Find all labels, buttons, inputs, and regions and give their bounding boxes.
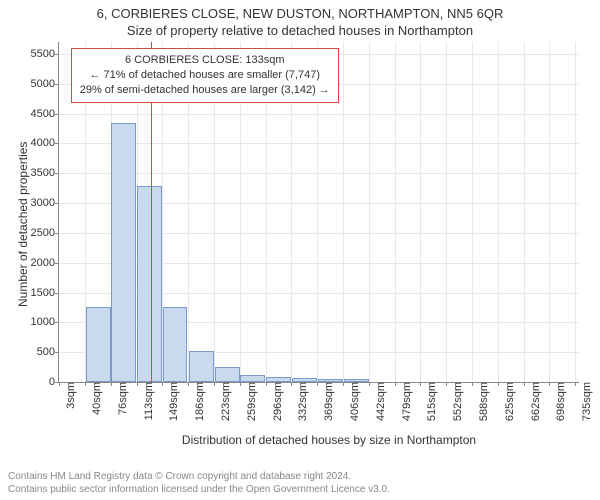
xtick-mark [575,382,576,386]
annotation-line-1: 6 CORBIERES CLOSE: 133sqm [80,53,330,68]
xtick-mark [369,382,370,386]
histogram-bar [189,351,214,382]
footer-attribution: Contains HM Land Registry data © Crown c… [8,470,390,496]
xtick-label: 113sqm [141,382,155,420]
x-axis-label: Distribution of detached houses by size … [58,433,600,447]
gridline-v [575,42,576,382]
gridline-v [369,42,370,382]
annotation-box: 6 CORBIERES CLOSE: 133sqm ← 71% of detac… [71,48,339,103]
xtick-mark [240,382,241,386]
ytick-label: 1000 [31,316,59,328]
xtick-mark [162,382,163,386]
xtick-mark [137,382,138,386]
xtick-mark [59,382,60,386]
histogram-bar [344,379,369,382]
histogram-bar [137,186,162,382]
xtick-mark [524,382,525,386]
xtick-mark [111,382,112,386]
chart-area: Number of detached properties 0500100015… [58,42,600,447]
xtick-label: 442sqm [373,382,387,421]
xtick-mark [188,382,189,386]
xtick-label: 479sqm [399,382,413,421]
xtick-label: 552sqm [450,382,464,421]
histogram-bar [215,367,240,382]
xtick-label: 149sqm [166,382,180,421]
xtick-mark [266,382,267,386]
footer-line-2: Contains public sector information licen… [8,483,390,496]
xtick-mark [291,382,292,386]
xtick-label: 223sqm [218,382,232,421]
ytick-label: 5500 [31,48,59,60]
ytick-label: 500 [37,346,59,358]
histogram-bar [163,307,188,382]
histogram-bar [266,377,291,382]
ytick-label: 4500 [31,108,59,120]
xtick-mark [343,382,344,386]
xtick-label: 3sqm [63,382,77,409]
gridline-v [498,42,499,382]
xtick-label: 40sqm [89,382,103,415]
gridline-v [395,42,396,382]
xtick-mark [85,382,86,386]
xtick-label: 332sqm [295,382,309,421]
gridline-v [420,42,421,382]
ytick-label: 4000 [31,137,59,149]
gridline-v [472,42,473,382]
gridline-v [446,42,447,382]
xtick-mark [395,382,396,386]
xtick-label: 735sqm [579,382,593,421]
xtick-label: 515sqm [424,382,438,421]
annotation-line-3: 29% of semi-detached houses are larger (… [80,83,330,98]
xtick-label: 588sqm [476,382,490,421]
ytick-label: 2000 [31,257,59,269]
ytick-label: 3000 [31,197,59,209]
xtick-label: 259sqm [244,382,258,421]
xtick-label: 186sqm [192,382,206,421]
xtick-mark [420,382,421,386]
xtick-mark [498,382,499,386]
ytick-label: 5000 [31,78,59,90]
xtick-label: 625sqm [502,382,516,421]
chart-title-2: Size of property relative to detached ho… [0,23,600,38]
xtick-label: 698sqm [553,382,567,421]
histogram-bar [292,378,317,382]
xtick-mark [446,382,447,386]
xtick-mark [472,382,473,386]
title-block: 6, CORBIERES CLOSE, NEW DUSTON, NORTHAMP… [0,0,600,38]
xtick-mark [317,382,318,386]
gridline-v [524,42,525,382]
plot-region: 0500100015002000250030003500400045005000… [58,42,579,383]
xtick-label: 76sqm [115,382,129,415]
xtick-label: 369sqm [321,382,335,421]
gridline-v [549,42,550,382]
footer-line-1: Contains HM Land Registry data © Crown c… [8,470,390,483]
histogram-bar [86,307,111,382]
ytick-label: 0 [49,376,59,388]
xtick-mark [214,382,215,386]
histogram-bar [240,375,265,382]
annotation-line-2: ← 71% of detached houses are smaller (7,… [80,68,330,83]
xtick-mark [549,382,550,386]
histogram-bar [111,123,136,382]
xtick-label: 406sqm [347,382,361,421]
histogram-bar [318,379,343,382]
gridline-v [343,42,344,382]
xtick-label: 662sqm [528,382,542,421]
ytick-label: 2500 [31,227,59,239]
ytick-label: 1500 [31,287,59,299]
chart-title-1: 6, CORBIERES CLOSE, NEW DUSTON, NORTHAMP… [0,6,600,21]
ytick-label: 3500 [31,167,59,179]
xtick-label: 296sqm [270,382,284,421]
y-axis-label: Number of detached properties [16,142,30,307]
